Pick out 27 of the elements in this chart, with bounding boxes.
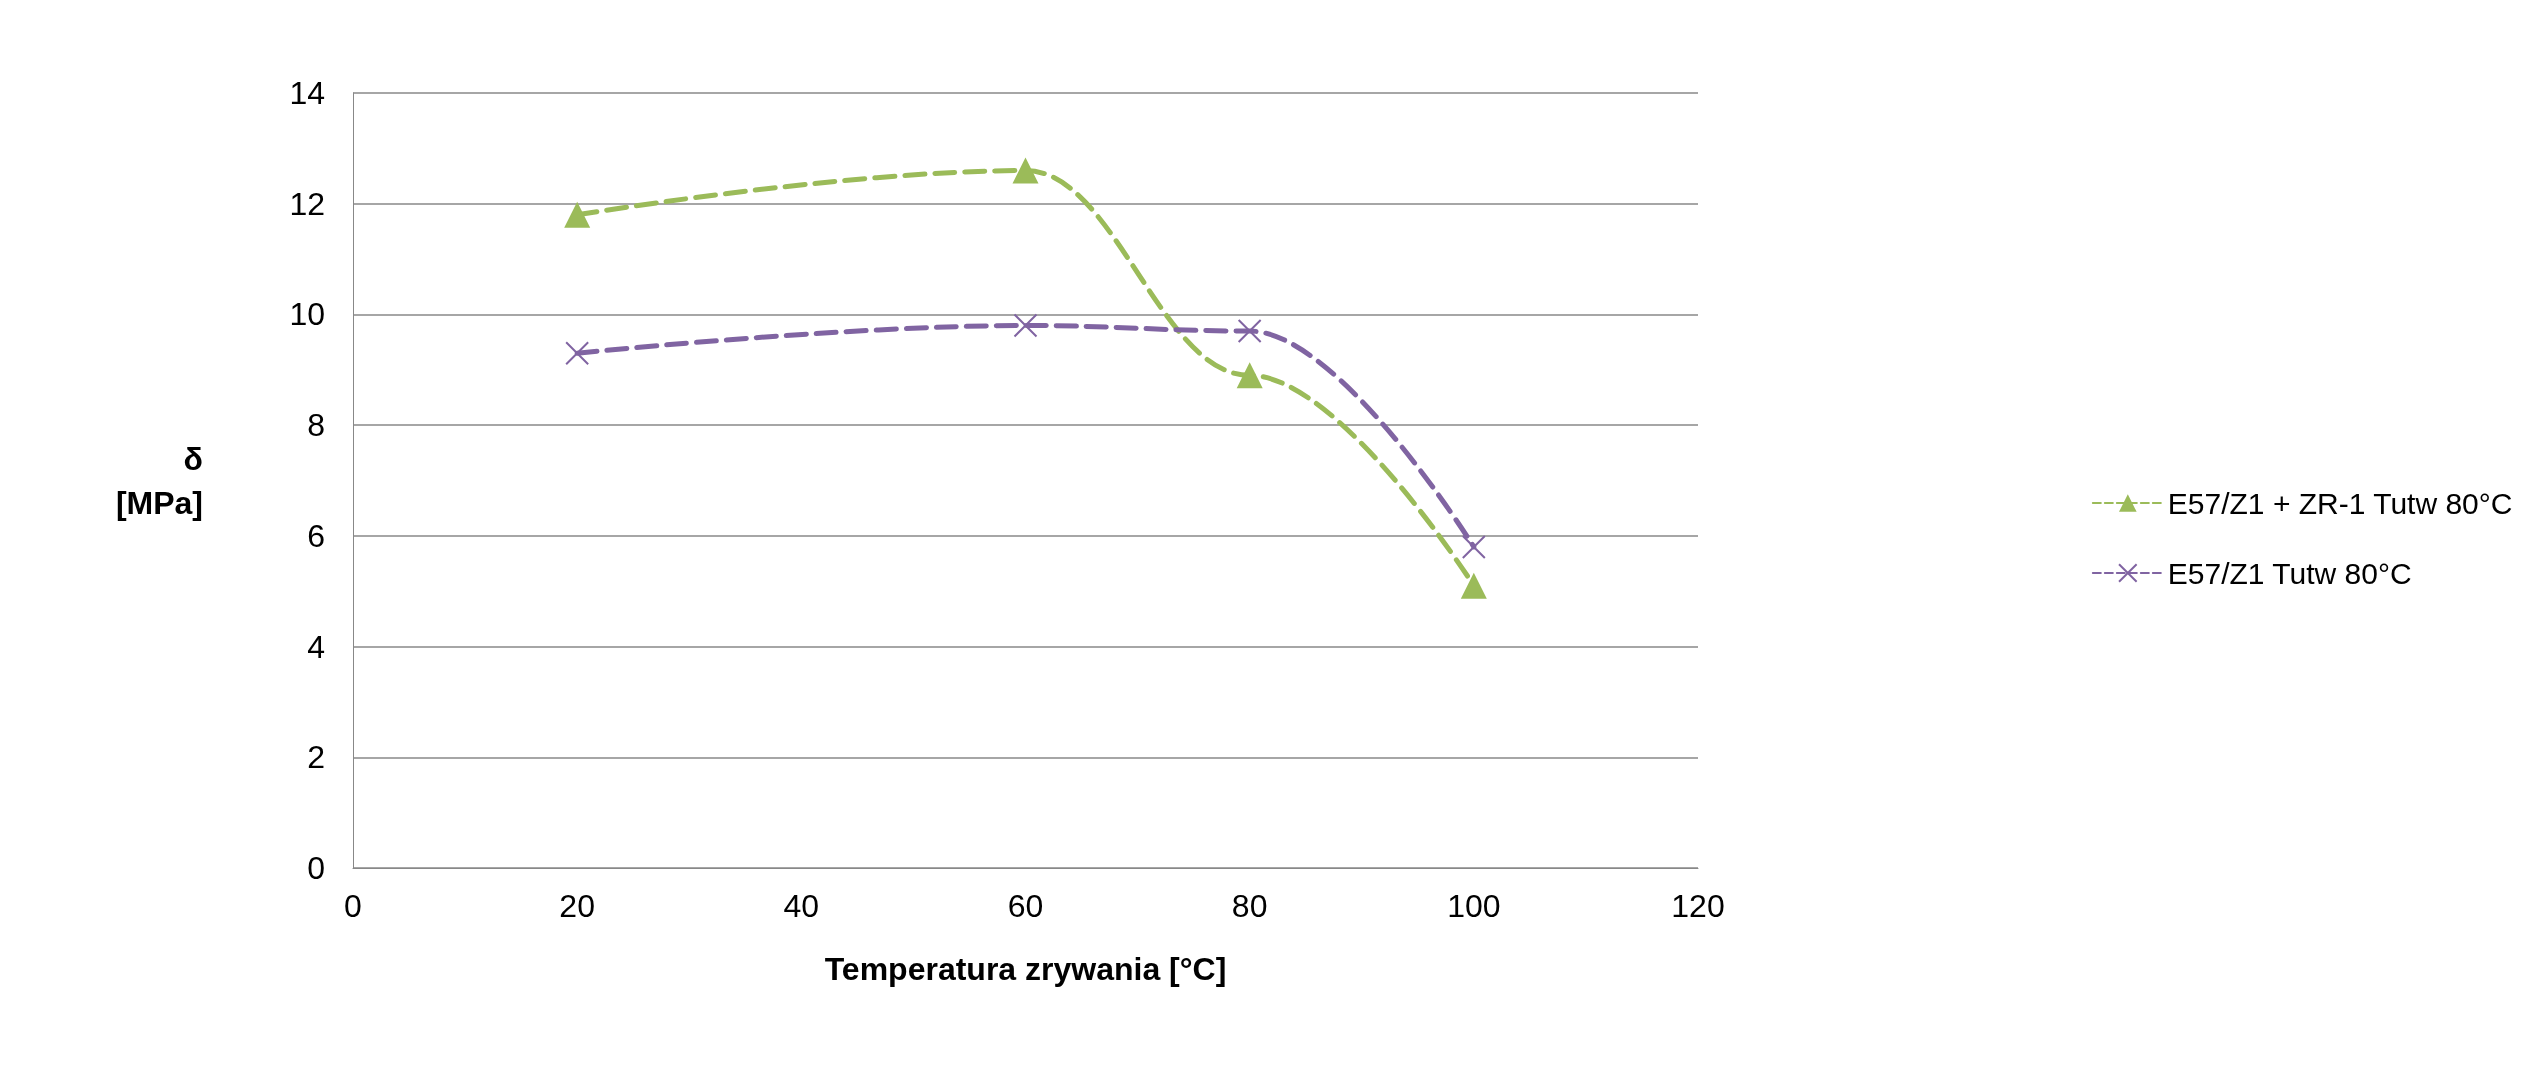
- y-tick-label: 2: [307, 739, 325, 776]
- y-tick-label: 0: [307, 850, 325, 886]
- point: [1461, 534, 1486, 559]
- y-axis-title: δ [MPa]: [115, 440, 203, 521]
- y-tick-label: 10: [289, 296, 325, 333]
- y-tick-label: 8: [307, 407, 325, 444]
- y-tick-label: 4: [307, 628, 325, 665]
- y-tick-label: 14: [289, 75, 325, 111]
- x-tick-label: 20: [559, 888, 595, 924]
- x-tick-label: 40: [783, 888, 820, 924]
- y-tick-label: 12: [289, 185, 325, 222]
- x-tick-label: 120: [1671, 888, 1725, 924]
- x-tick-label: 100: [1447, 888, 1501, 924]
- point: [1237, 319, 1262, 344]
- point: [1012, 157, 1039, 184]
- legend-label: E57/Z1 Tutw 80°C: [2167, 556, 2412, 590]
- x-axis-title: Temperatura zrywania [°C]: [824, 951, 1227, 987]
- point: [565, 341, 590, 366]
- legend-label: E57/Z1 + ZR-1 Tutw 80°C: [2167, 486, 2513, 520]
- point: [564, 201, 591, 228]
- x-tick-label: 0: [344, 888, 362, 924]
- point: [1236, 362, 1263, 389]
- y-tick-label: 6: [307, 517, 325, 554]
- point: [1013, 313, 1038, 338]
- x-tick-label: 60: [1007, 888, 1044, 924]
- x-tick-label: 80: [1231, 888, 1268, 924]
- point: [1460, 572, 1487, 599]
